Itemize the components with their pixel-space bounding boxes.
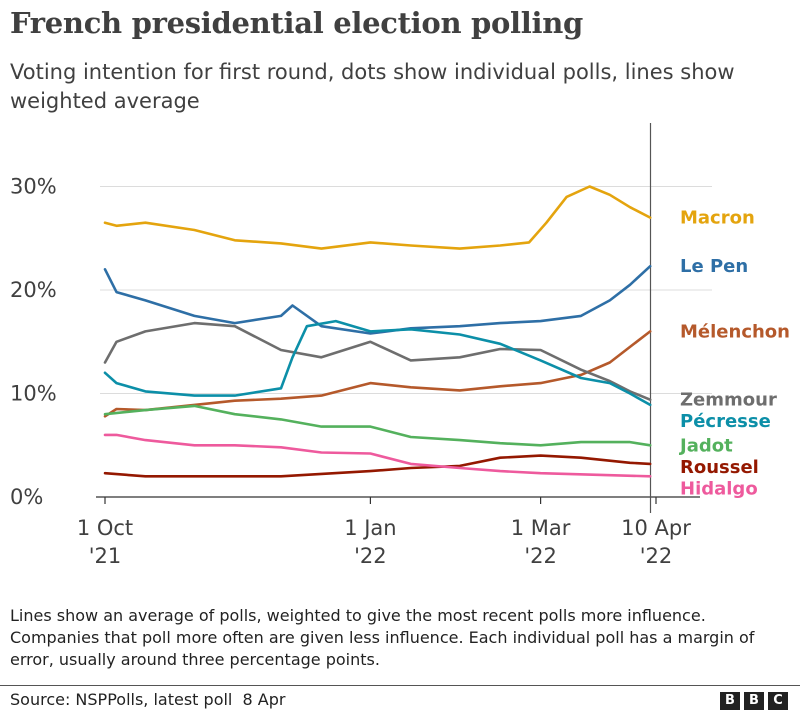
bbc-logo-b2: B <box>744 692 764 710</box>
series-label-jadot: Jadot <box>678 435 733 456</box>
methodology-note: Lines show an average of polls, weighted… <box>10 606 755 669</box>
series-label-roussel: Roussel <box>680 457 759 478</box>
y-tick-label-20: 20% <box>10 278 57 302</box>
chart-title: French presidential election polling <box>10 6 583 40</box>
footer-divider <box>0 685 800 686</box>
line-jadot <box>103 404 652 447</box>
series-label-melenchon: Mélenchon <box>680 321 790 342</box>
line-pecresse <box>103 319 652 407</box>
line-le-pen <box>103 264 652 335</box>
series-label-zemmour: Zemmour <box>680 390 777 411</box>
y-tick-label-30: 30% <box>10 175 57 199</box>
x-tick-label-2: 1 Mar <box>511 516 571 540</box>
polling-chart: 0% 10% 20% 30% 1 Oct '21 1 Jan '22 1 Mar '22 10 Ap… <box>10 123 790 568</box>
x-tick-sublabel-3: '22 <box>640 544 673 568</box>
series-label-pecresse: Pécresse <box>680 411 771 432</box>
series-label-hidalgo: Hidalgo <box>680 478 758 499</box>
x-tick-sublabel-2: '22 <box>524 544 557 568</box>
y-tick-label-10: 10% <box>10 382 57 406</box>
y-tick-label-0: 0% <box>10 485 43 509</box>
bbc-logo-b1: B <box>720 692 740 710</box>
x-tick-label-0: 1 Oct <box>77 516 133 540</box>
line-zemmour <box>103 321 652 401</box>
bbc-logo-c: C <box>768 692 788 710</box>
line-macron <box>103 185 652 250</box>
series-label-le-pen: Le Pen <box>680 256 748 277</box>
x-tick-sublabel-0: '21 <box>89 544 122 568</box>
line-hidalgo <box>103 433 652 478</box>
x-tick-label-3: 10 Apr <box>621 516 691 540</box>
chart-subtitle: Voting intention for first round, dots s… <box>10 60 735 113</box>
x-tick-sublabel-1: '22 <box>354 544 387 568</box>
source-text: Source: NSPPolls, latest poll 8 Apr <box>10 690 286 709</box>
series-label-macron: Macron <box>680 208 755 229</box>
x-tick-label-1: 1 Jan <box>344 516 396 540</box>
